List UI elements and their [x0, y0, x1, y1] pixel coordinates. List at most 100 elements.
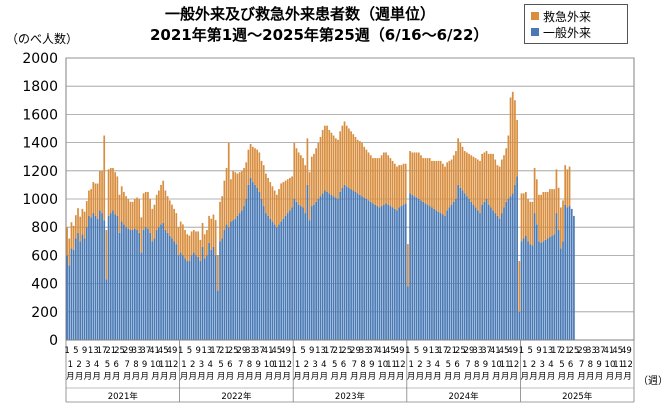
bar-general	[72, 249, 75, 340]
bar-er	[396, 166, 398, 211]
bar-er	[507, 135, 510, 199]
bar-er	[299, 155, 302, 207]
week-tick-label: 33	[359, 346, 370, 356]
bar-er	[496, 165, 499, 216]
bar-er	[334, 138, 337, 198]
bar-general	[208, 242, 210, 340]
bar-er	[374, 158, 376, 205]
bar-general	[402, 204, 405, 340]
bar-general	[450, 204, 453, 340]
week-tick-label: 41	[490, 346, 501, 356]
bar-general	[269, 218, 272, 340]
bar-general	[503, 207, 505, 340]
month-label-suffix: 月	[103, 372, 112, 382]
month-label-suffix: 月	[595, 372, 604, 382]
bar-er	[254, 148, 256, 185]
bar-er	[422, 158, 425, 202]
week-tick-label: 49	[507, 346, 518, 356]
bar-er	[557, 187, 560, 231]
bar-er	[546, 191, 549, 239]
bar-general	[413, 196, 416, 340]
bar-er	[393, 163, 396, 209]
bar-er	[188, 235, 191, 262]
bar-general	[177, 255, 180, 340]
month-label-suffix: 月	[368, 372, 377, 382]
bar-er	[498, 166, 501, 219]
bar-er	[210, 218, 213, 250]
month-label: 7	[352, 360, 357, 370]
y-tick-label: 1800	[22, 79, 58, 95]
bar-general	[415, 197, 418, 340]
bar-er	[538, 194, 540, 242]
bar-er	[284, 180, 287, 216]
bar-er	[142, 193, 145, 231]
bar-general	[363, 197, 366, 340]
bar-er	[313, 153, 315, 205]
bar-er	[118, 194, 121, 233]
bar-general	[66, 255, 68, 340]
week-tick-label: 49	[280, 346, 291, 356]
bar-general	[540, 242, 543, 340]
bar-er	[343, 121, 346, 185]
month-label: 5	[446, 360, 451, 370]
bar-general	[147, 228, 149, 340]
month-label-suffix: 月	[265, 372, 274, 382]
y-tick-label: 600	[31, 248, 58, 264]
bar-er	[85, 201, 88, 228]
bar-er	[280, 183, 283, 222]
bar-general	[407, 286, 409, 340]
bar-er	[164, 190, 167, 231]
bar-er	[505, 148, 508, 202]
bar-er	[275, 194, 278, 228]
bar-general	[385, 203, 387, 340]
bar-er	[472, 156, 475, 205]
bar-er	[426, 158, 429, 205]
bar-general	[387, 204, 390, 340]
bar-er	[365, 149, 368, 199]
bar-er	[337, 139, 339, 199]
bar-general	[487, 204, 490, 340]
month-label-suffix: 月	[521, 372, 530, 382]
bar-er	[166, 196, 169, 233]
month-label-suffix: 月	[606, 372, 615, 382]
bar-general	[79, 241, 82, 340]
bar-general	[157, 227, 160, 340]
week-tick-label: 13	[542, 346, 553, 356]
month-label-suffix: 月	[197, 372, 206, 382]
bar-er	[114, 172, 117, 215]
bar-er	[101, 170, 103, 214]
bar-er	[256, 149, 259, 188]
bar-general	[566, 207, 569, 340]
week-tick-label: 29	[123, 346, 134, 356]
week-tick-label: 21	[446, 346, 457, 356]
bar-er	[199, 239, 202, 262]
bar-general	[356, 193, 359, 340]
month-label: 7	[579, 360, 584, 370]
bar-general	[315, 201, 317, 340]
bar-er	[175, 213, 178, 245]
month-label: 2	[190, 360, 195, 370]
month-label: 9	[256, 360, 261, 370]
week-tick-label: 5	[187, 346, 192, 356]
bar-er	[431, 160, 433, 208]
bar-general	[389, 206, 392, 340]
bar-general	[221, 238, 224, 340]
bar-er	[385, 152, 387, 204]
bar-er	[160, 184, 162, 225]
bar-er	[446, 162, 449, 211]
bar-general	[555, 213, 558, 340]
month-label: 12	[281, 360, 292, 370]
month-label: 4	[548, 360, 553, 370]
bar-general	[417, 199, 420, 340]
bar-er	[509, 97, 512, 197]
bar-er	[72, 225, 75, 250]
bar-general	[455, 199, 457, 340]
bar-general	[448, 207, 451, 340]
bar-er	[352, 134, 355, 191]
month-label: 4	[94, 360, 99, 370]
month-label: 7	[124, 360, 129, 370]
bar-general	[297, 204, 300, 340]
week-tick-label: 37	[140, 346, 151, 356]
week-tick-label: 25	[569, 346, 580, 356]
bar-er	[184, 230, 186, 259]
